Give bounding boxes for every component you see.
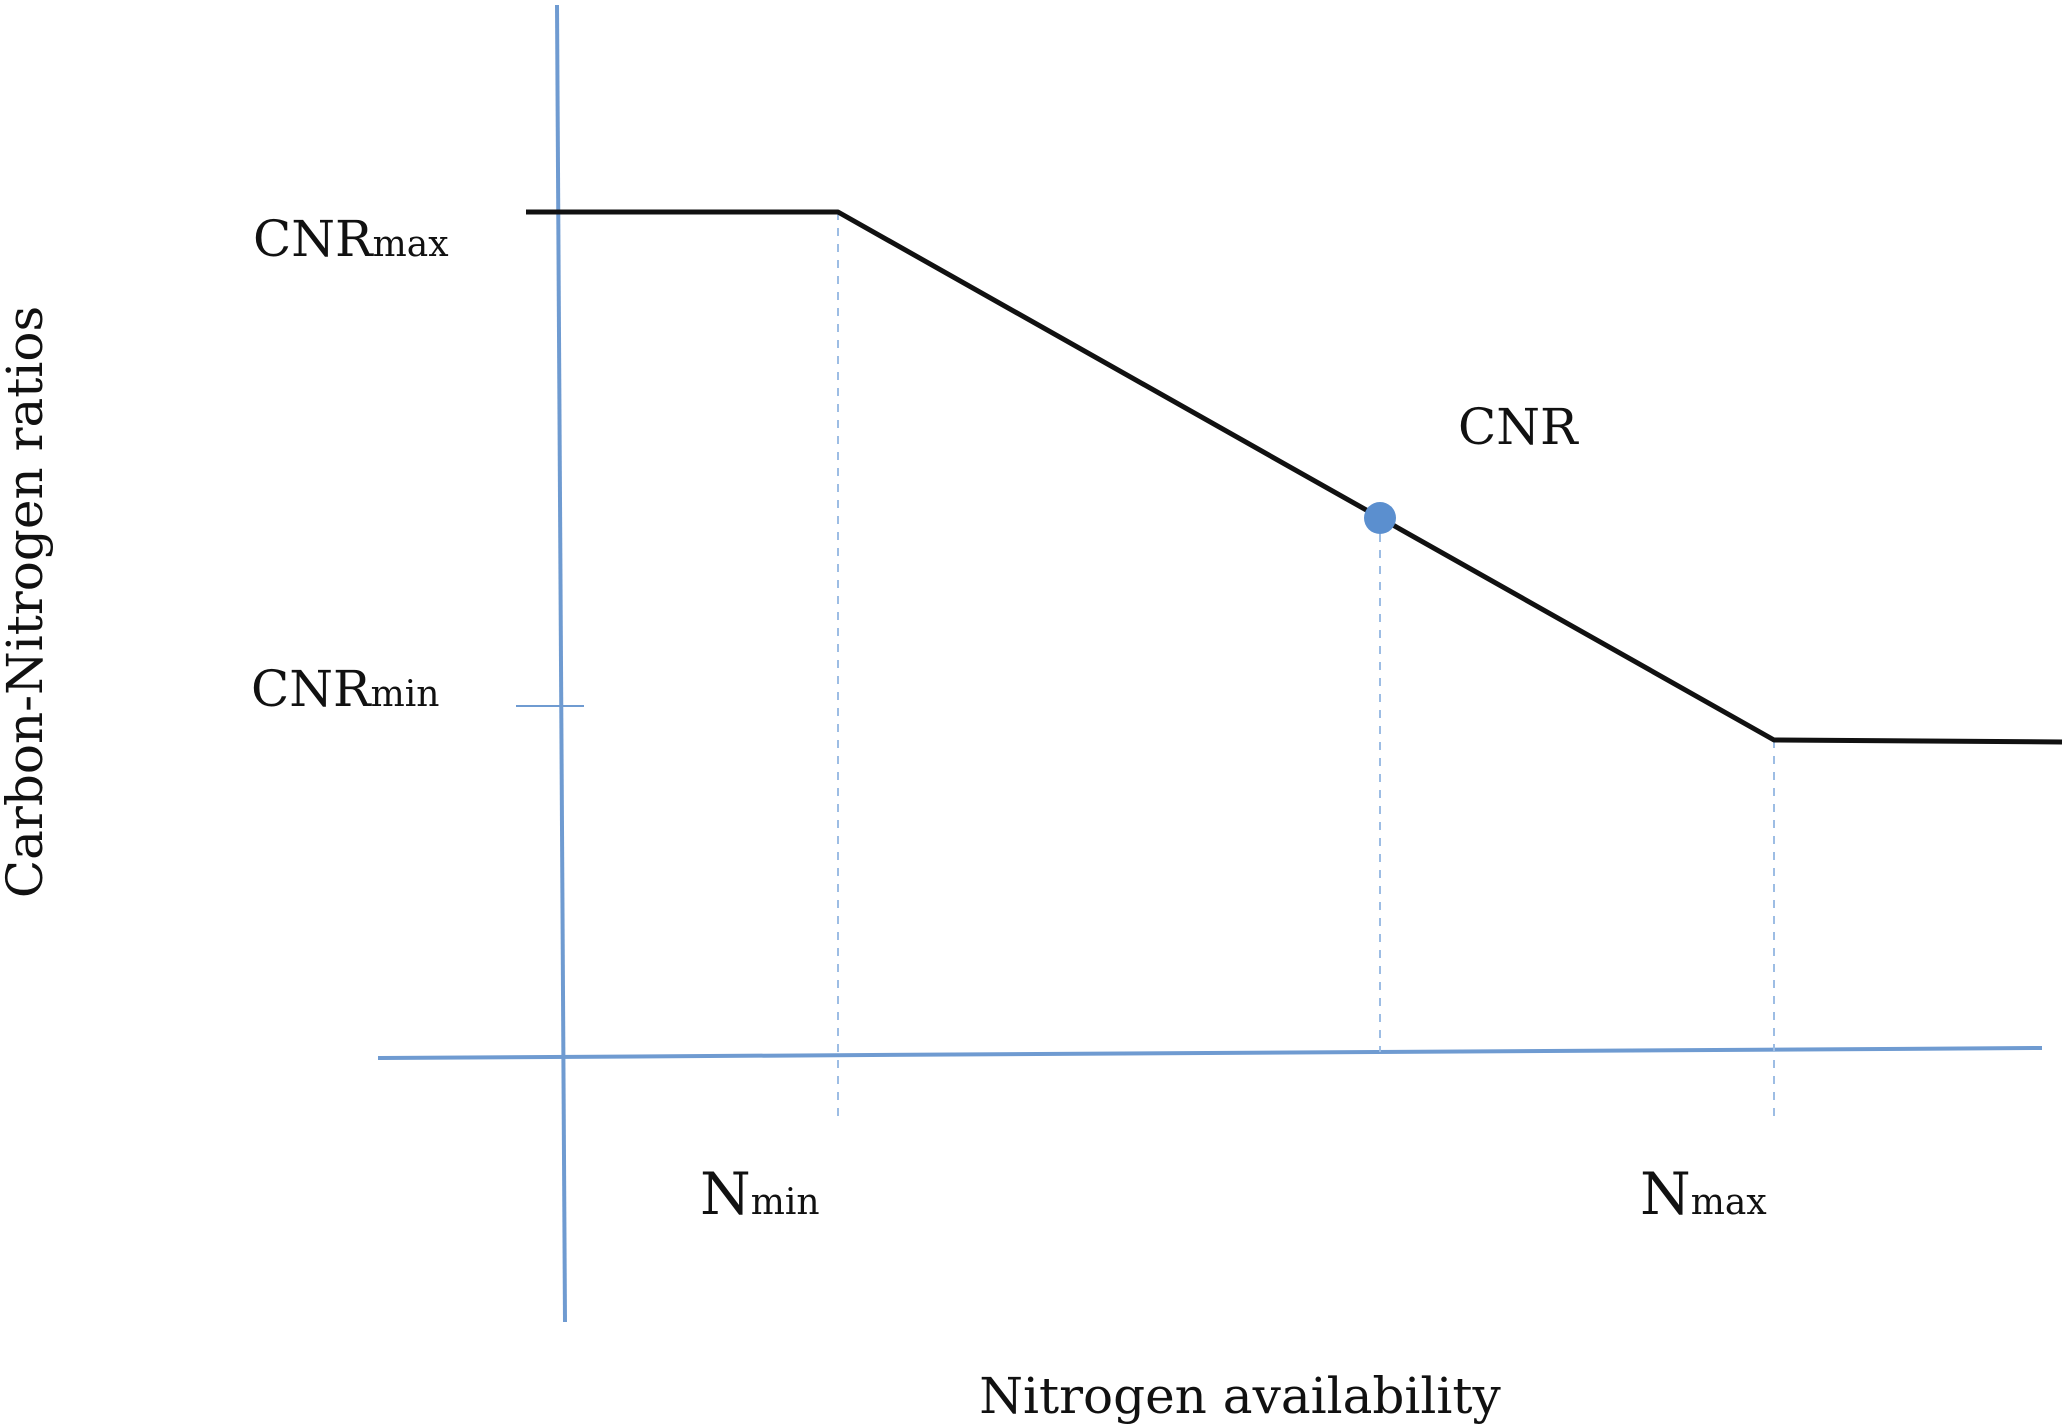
n-min-label: Nmin [700,1160,820,1228]
cnr-point-marker [1364,502,1396,534]
cnr-min-label: CNRmin [251,660,440,718]
cnr-max-label: CNRmax [253,210,449,268]
x-axis-title: Nitrogen availability [979,1367,1501,1424]
n-max-label-sub: max [1691,1182,1767,1223]
cnr-min-label-base: CNR [251,660,372,718]
y-axis [555,4,567,1323]
x-axis [377,1046,2043,1060]
y-axis-title: Carbon-Nitrogen ratios [0,306,54,898]
cnr-max-label-sub: max [373,224,449,265]
cnr-curve [526,209,2063,745]
cnr-point-label: CNR [1458,398,1579,456]
cnr-max-label-base: CNR [253,210,374,268]
cnr-min-label-sub: min [371,674,440,715]
n-max-label-base: N [1640,1160,1691,1228]
n-min-label-base: N [700,1160,751,1228]
n-max-label: Nmax [1640,1160,1767,1228]
n-min-label-sub: min [751,1182,820,1223]
